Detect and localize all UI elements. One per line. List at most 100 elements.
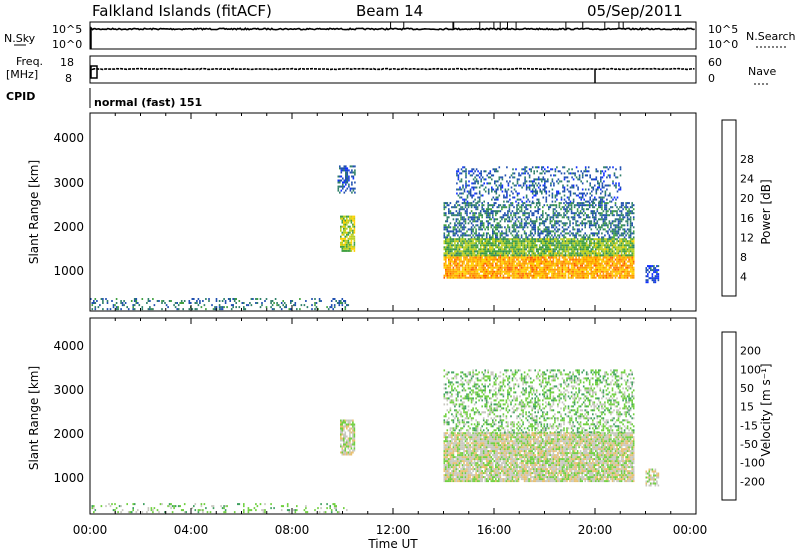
data-cell xyxy=(512,193,514,195)
data-cell xyxy=(481,250,483,252)
data-cell xyxy=(506,252,508,254)
data-cell xyxy=(447,228,449,230)
data-cell xyxy=(546,191,548,193)
data-cell xyxy=(612,277,614,279)
data-cell xyxy=(594,259,596,261)
data-cell xyxy=(565,252,567,254)
data-cell xyxy=(544,228,546,230)
data-cell xyxy=(546,180,548,182)
data-cell xyxy=(516,212,518,214)
data-cell xyxy=(529,176,531,178)
data-cell xyxy=(515,252,517,254)
data-cell xyxy=(497,244,499,246)
data-cell xyxy=(498,238,500,240)
data-cell xyxy=(571,259,573,261)
data-cell xyxy=(559,180,561,182)
data-cell xyxy=(543,185,545,187)
data-cell xyxy=(535,182,537,184)
data-cell xyxy=(528,234,530,236)
data-cell xyxy=(480,195,482,197)
data-cell xyxy=(568,206,570,208)
data-cell xyxy=(536,244,538,246)
data-cell xyxy=(557,242,559,244)
data-cell xyxy=(512,265,514,267)
data-cell xyxy=(577,267,579,269)
data-cell xyxy=(524,259,526,261)
data-cell xyxy=(484,273,486,275)
data-cell xyxy=(474,277,476,279)
data-cell xyxy=(462,244,464,246)
data-cell xyxy=(483,201,485,203)
data-cell xyxy=(500,187,502,189)
data-cell xyxy=(609,240,611,242)
data-cell xyxy=(471,259,473,261)
data-cell xyxy=(530,267,532,269)
data-cell xyxy=(616,240,618,242)
data-cell xyxy=(491,257,493,259)
data-cell xyxy=(615,246,617,248)
data-cell xyxy=(248,304,250,306)
data-cell xyxy=(510,271,512,273)
data-cell xyxy=(595,265,597,267)
data-cell xyxy=(519,248,521,250)
data-cell xyxy=(548,250,550,252)
data-cell xyxy=(633,254,635,256)
data-cell xyxy=(506,269,508,271)
data-cell xyxy=(454,277,456,279)
data-cell xyxy=(609,166,611,168)
data-cell xyxy=(586,238,588,240)
data-cell xyxy=(448,277,450,279)
data-cell xyxy=(627,271,629,273)
data-cell xyxy=(481,259,483,261)
data-cell xyxy=(524,212,526,214)
data-cell xyxy=(572,275,574,277)
data-cell xyxy=(565,176,567,178)
data-cell xyxy=(625,257,627,259)
data-cell xyxy=(465,174,467,176)
data-cell xyxy=(621,226,623,228)
data-cell xyxy=(512,259,514,261)
data-cell xyxy=(345,434,347,436)
data-cell xyxy=(566,271,568,273)
data-cell xyxy=(633,252,635,254)
data-cell xyxy=(491,199,493,201)
data-cell xyxy=(469,238,471,240)
data-cell xyxy=(331,300,333,302)
data-cell xyxy=(601,204,603,206)
data-cell xyxy=(606,242,608,244)
data-cell xyxy=(610,240,612,242)
data-cell xyxy=(563,206,565,208)
data-cell xyxy=(630,275,632,277)
data-cell xyxy=(620,174,622,176)
data-cell xyxy=(522,275,524,277)
data-cell xyxy=(467,185,469,187)
data-cell xyxy=(457,222,459,224)
data-cell xyxy=(451,275,453,277)
data-cell xyxy=(649,277,651,279)
data-cell xyxy=(621,271,623,273)
data-cell xyxy=(550,242,552,244)
data-cell xyxy=(653,271,655,273)
data-cell xyxy=(581,202,583,204)
data-cell xyxy=(491,178,493,180)
data-cell xyxy=(456,252,458,254)
data-cell xyxy=(606,250,608,252)
data-cell xyxy=(615,273,617,275)
data-cell xyxy=(491,263,493,265)
data-cell xyxy=(585,174,587,176)
data-cell xyxy=(528,244,530,246)
data-cell xyxy=(619,222,621,224)
data-cell xyxy=(597,242,599,244)
data-cell xyxy=(572,263,574,265)
data-cell xyxy=(568,197,570,199)
data-cell xyxy=(469,202,471,204)
data-cell xyxy=(465,218,467,220)
data-cell xyxy=(604,214,606,216)
data-cell xyxy=(459,236,461,238)
data-cell xyxy=(453,240,455,242)
data-cell xyxy=(481,222,483,224)
data-cell xyxy=(618,232,620,234)
data-cell xyxy=(580,269,582,271)
data-cell xyxy=(448,263,450,265)
data-cell xyxy=(343,430,345,432)
